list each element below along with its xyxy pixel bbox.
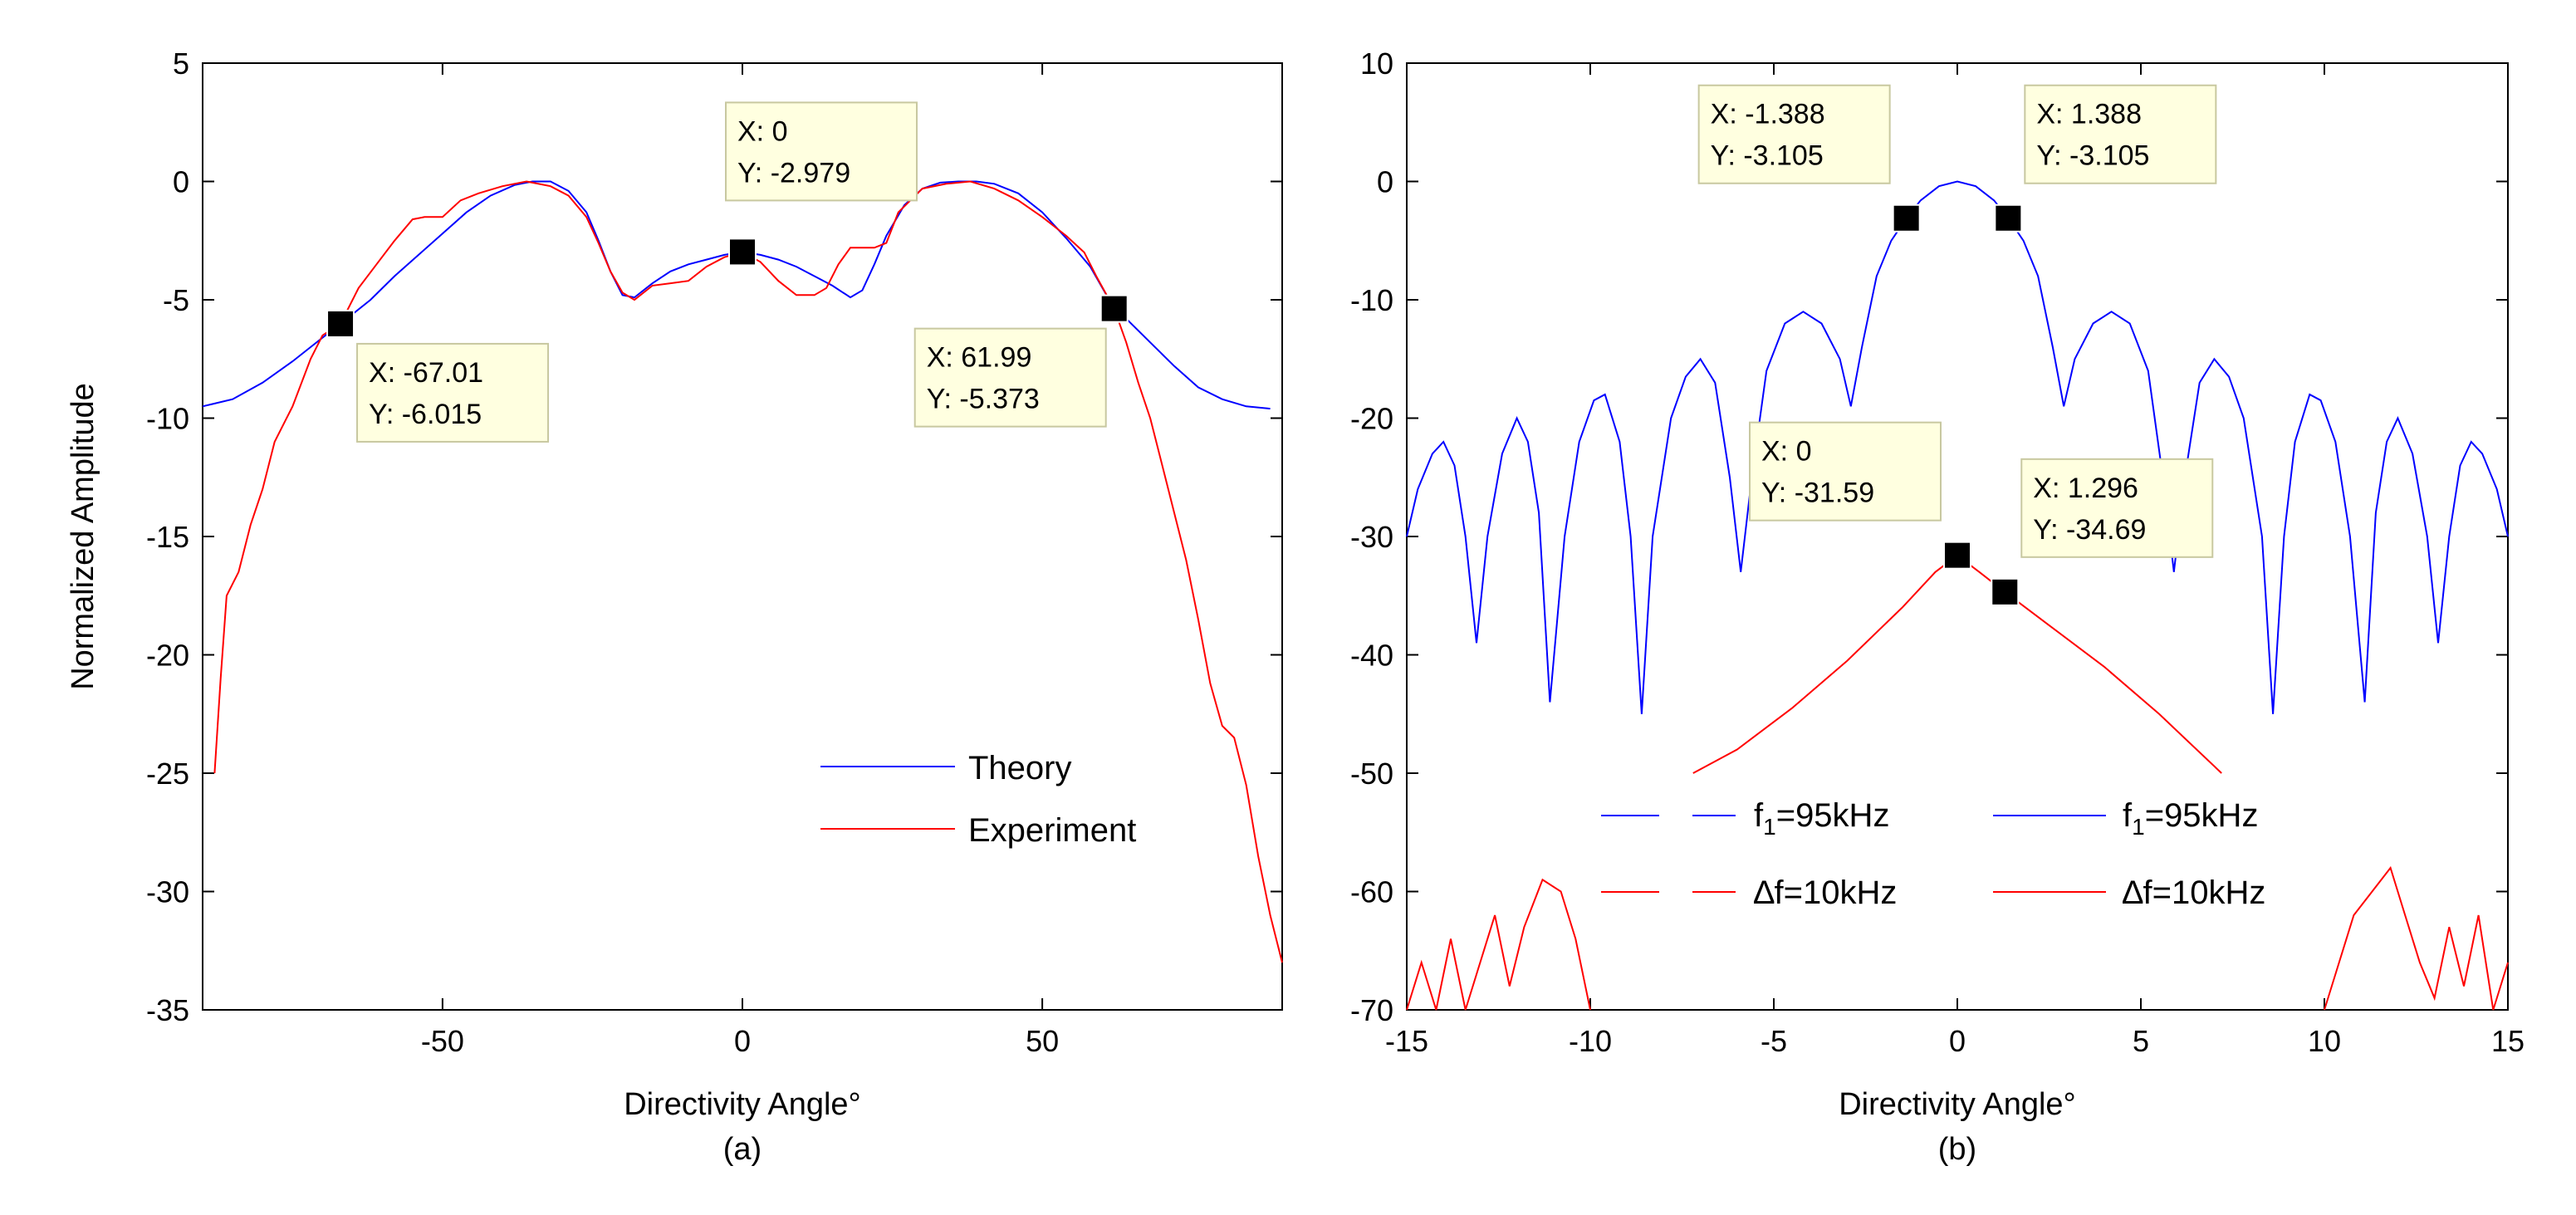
y-tick-label: -70 <box>1350 993 1393 1027</box>
panel-b-axes-box <box>1406 62 2509 1011</box>
legend-b-f1-dashed-f: f <box>1754 797 1764 834</box>
series-line <box>1406 180 2509 714</box>
datatip-marker <box>1994 203 2023 233</box>
y-tick-label: -35 <box>146 993 189 1027</box>
legend-b-f1-dashed-label: f1=95kHz <box>1754 797 1889 840</box>
x-tick-label: 50 <box>1026 1024 1059 1058</box>
panel-b-xlabel: Directivity Angle° <box>1839 1087 2076 1122</box>
y-tick-label: -20 <box>1350 402 1393 436</box>
panel-b-series <box>1406 180 2509 1011</box>
series-line <box>2324 865 2509 1011</box>
datatip-marker <box>1099 294 1129 323</box>
y-tick-label: -30 <box>146 875 189 909</box>
datatip-box <box>2024 84 2217 184</box>
datatip-box <box>2020 458 2214 558</box>
legend-a-theory-label: Theory <box>968 750 1072 786</box>
x-tick-label: 10 <box>2308 1024 2341 1058</box>
datatip-x: X: 1.296 <box>2033 473 2138 504</box>
y-tick-label: 0 <box>1377 165 1393 199</box>
legend-b-f1-dashed-sub: 1 <box>1763 814 1776 840</box>
legend-a-experiment-label: Experiment <box>968 812 1136 849</box>
x-tick-label: 0 <box>1949 1024 1966 1058</box>
y-tick-label: 10 <box>1360 47 1393 81</box>
x-tick-label: -10 <box>1569 1024 1612 1058</box>
panel-a-ylabel: Normalized Amplitude <box>66 383 100 690</box>
legend-b-f1-solid-sub: 1 <box>2132 814 2145 840</box>
datatip-x: X: 61.99 <box>927 342 1032 374</box>
datatip-y: Y: -34.69 <box>2033 514 2146 546</box>
datatip-x: X: -67.01 <box>369 357 483 389</box>
datatip-y: Y: -2.979 <box>737 157 850 189</box>
legend-b-f1-solid-f: f <box>2123 797 2133 834</box>
datatip-box <box>1749 421 1942 522</box>
panel-b-xticks: -15 -10 -5 0 5 10 15 <box>1385 63 2525 1058</box>
panel-a-axes-box <box>202 62 1283 1011</box>
datatip-y: Y: -3.105 <box>1711 140 1824 172</box>
legend-b-f1-solid-rest: =95kHz <box>2145 797 2259 834</box>
panel-a: 50-5-10-15-20-25-30-35 -50 0 50 X: -67.01Y… <box>66 47 1283 1167</box>
series-line <box>1406 878 1591 1011</box>
y-tick-label: -20 <box>146 639 189 673</box>
legend-b-df-dashed-label: ∆f=10kHz <box>1754 875 1897 911</box>
y-tick-label: 5 <box>173 47 189 81</box>
y-tick-label: -40 <box>1350 639 1393 673</box>
datatip-x: X: 1.388 <box>2036 99 2142 130</box>
legend-b-df-solid-label: ∆f=10kHz <box>2123 875 2265 911</box>
y-tick-label: -10 <box>1350 283 1393 317</box>
panel-a-yticks: 5 0 -5 -10 -15 -20 -25 -30 -35 <box>146 47 1282 1027</box>
x-tick-label: 0 <box>734 1024 751 1058</box>
y-tick-label: -60 <box>1350 875 1393 909</box>
panel-b-datatips: X: -1.388 Y: -3.105 X: 1.388 Y: -3.105 X: 0 Y… <box>1697 84 2217 606</box>
x-tick-label: -50 <box>421 1024 464 1058</box>
x-tick-label: -15 <box>1385 1024 1428 1058</box>
datatip-y: Y: -31.59 <box>1761 478 1874 509</box>
x-tick-label: -5 <box>1761 1024 1787 1058</box>
panel-a-xlabel: Directivity Angle° <box>624 1087 861 1122</box>
datatip-marker <box>1892 203 1921 233</box>
panel-a-datatips: X: -67.01 Y: -6.015 X: 0 Y: -2.979 X: 61.99 Y… <box>326 101 1129 443</box>
panel-b-yticks: 10 0 -10 -20 -30 -40 -50 -60 -70 <box>1350 47 2508 1027</box>
datatip-box <box>725 101 918 202</box>
datatip-y: Y: -3.105 <box>2036 140 2149 172</box>
datatip-marker <box>1991 577 2020 606</box>
datatip-y: Y: -5.373 <box>927 384 1040 415</box>
datatip-marker <box>728 238 757 267</box>
datatip-y: Y: -6.015 <box>369 399 482 430</box>
datatip-box <box>913 327 1107 428</box>
x-tick-label: 15 <box>2491 1024 2525 1058</box>
datatip-marker <box>326 309 355 338</box>
y-tick-label: 0 <box>173 165 189 199</box>
datatip-box <box>1697 84 1891 184</box>
x-tick-label: 5 <box>2133 1024 2149 1058</box>
legend-b-f1-dashed-rest: =95kHz <box>1776 797 1890 834</box>
panel-b-caption: (b) <box>1938 1132 1976 1167</box>
datatip-marker <box>1943 541 1971 570</box>
datatip-box <box>356 342 550 443</box>
y-tick-label: -15 <box>146 520 189 554</box>
panel-a-xticks: -50 0 50 <box>421 63 1059 1058</box>
legend-b-f1-solid-label: f1=95kHz <box>2123 797 2258 840</box>
y-tick-label: -10 <box>146 402 189 436</box>
datatip-x: X: 0 <box>737 115 787 147</box>
y-tick-label: -25 <box>146 757 189 791</box>
y-tick-label: -50 <box>1350 757 1393 791</box>
datatip-x: X: -1.388 <box>1711 99 1825 130</box>
panel-b: 100-10-20-30-40-50-60-70 -15 -10 -5 0 5 10 15 … <box>1350 47 2525 1167</box>
datatip-x: X: 0 <box>1761 436 1811 468</box>
y-tick-label: -30 <box>1350 520 1393 554</box>
y-tick-label: -5 <box>163 283 189 317</box>
panel-a-caption: (a) <box>723 1132 762 1167</box>
